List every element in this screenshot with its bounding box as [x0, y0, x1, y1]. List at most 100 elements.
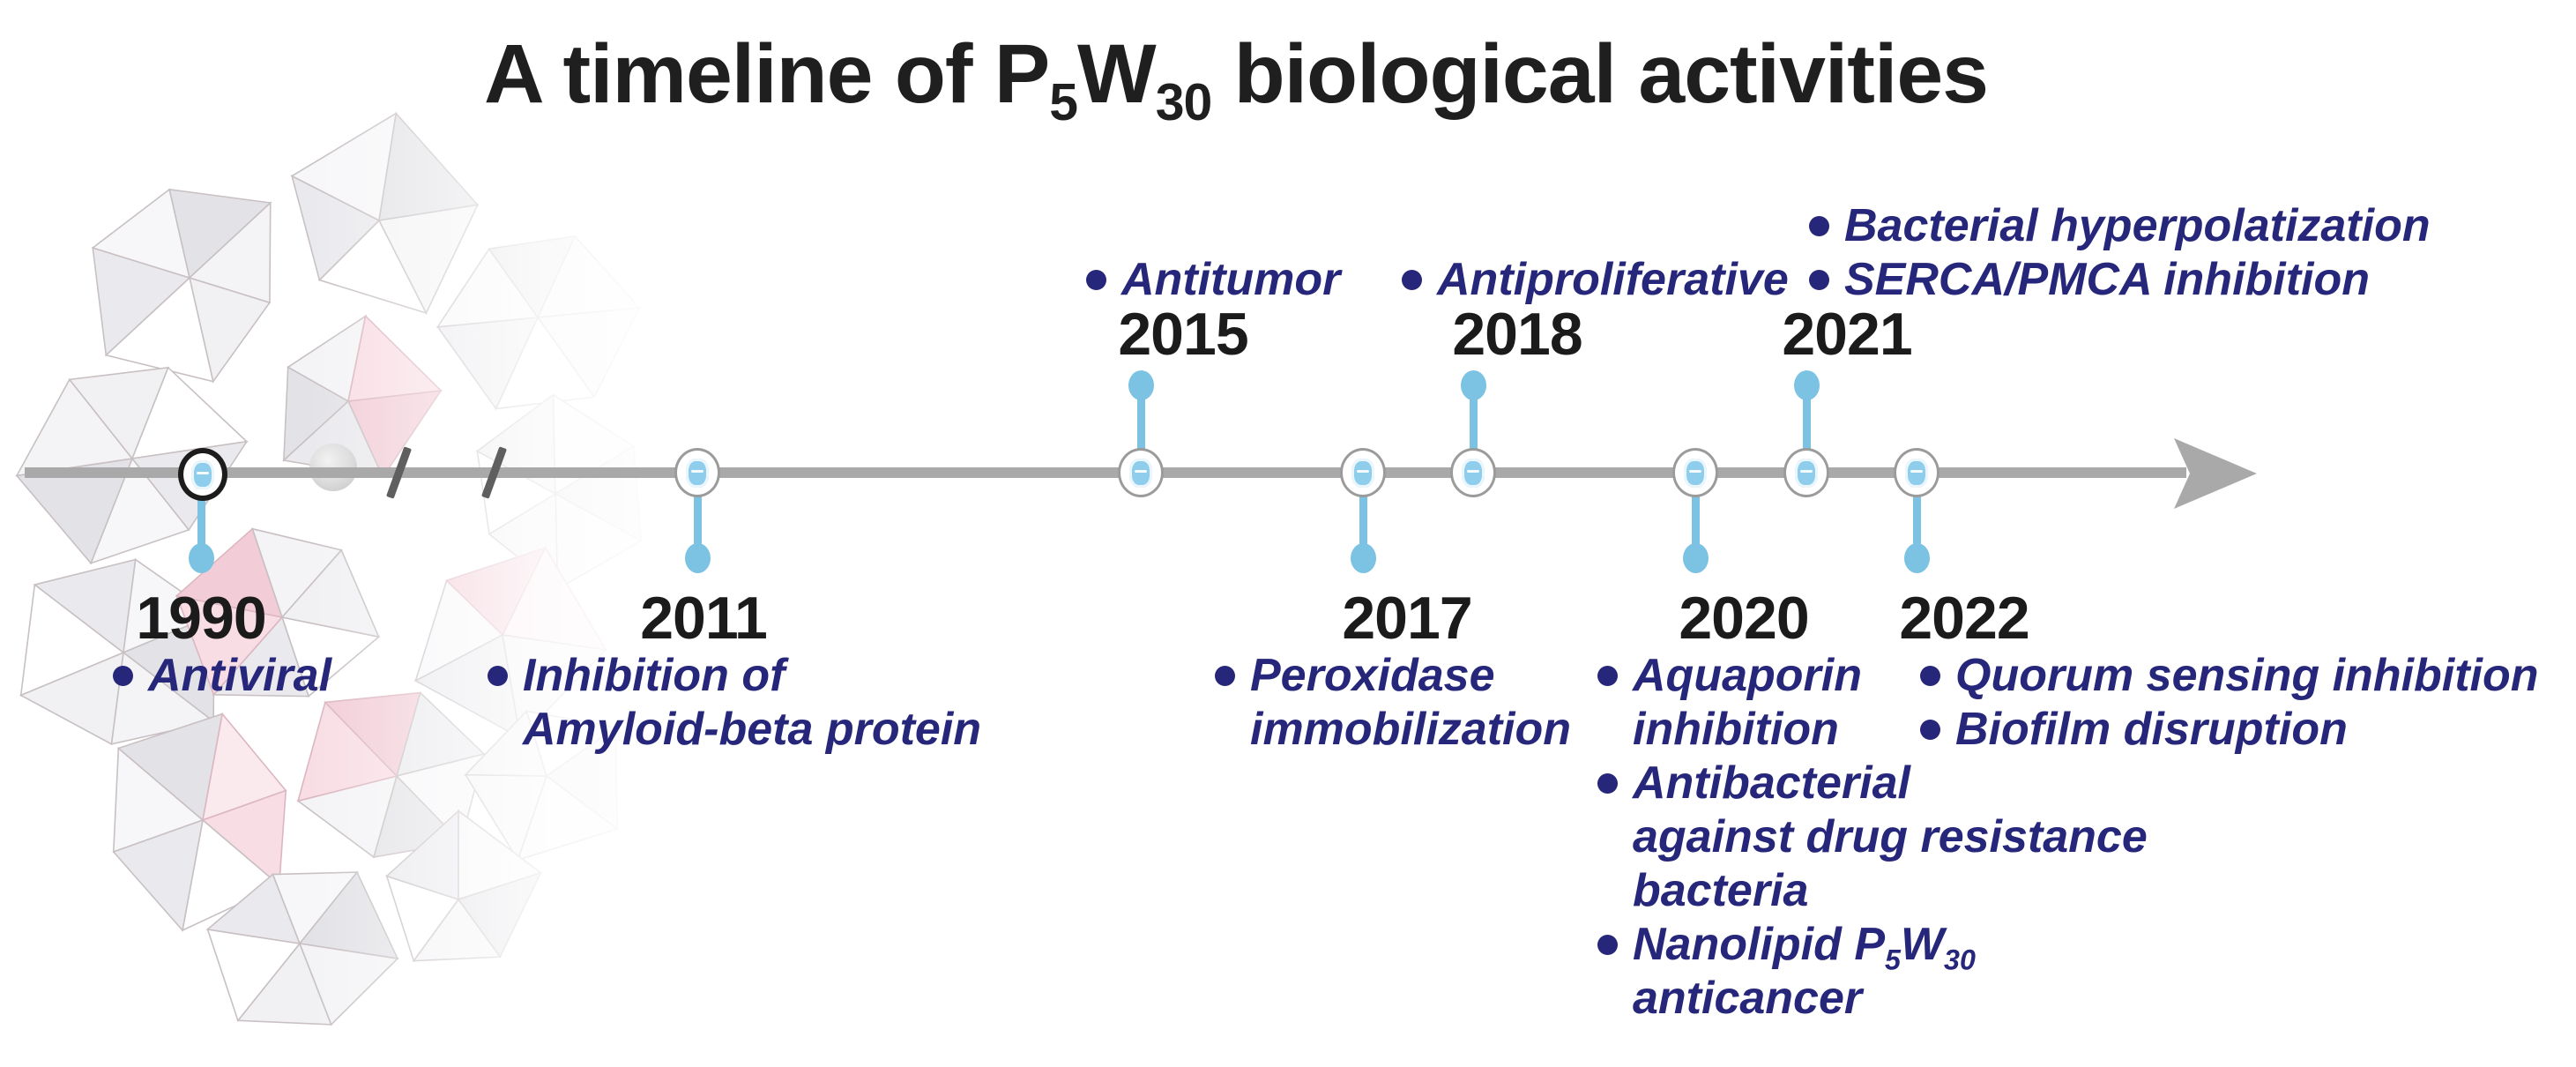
marker-glyph-icon: [1129, 458, 1152, 488]
bullet-dot-cell: [1215, 649, 1250, 703]
bullet-item: Aquaporin: [1597, 649, 2148, 703]
marker-glyph-icon: [191, 459, 214, 489]
subscript: 5: [1049, 74, 1078, 131]
bullet-dot-cell: [488, 649, 523, 703]
bullet-item-label: Aquaporin: [1633, 650, 1862, 701]
timeline-marker-1990: [178, 448, 227, 501]
bullet-dot-icon: [488, 666, 508, 686]
event-stem: [1359, 473, 1367, 558]
bullet-item-label: Inhibition of: [523, 650, 785, 701]
year-label-2021: 2021: [1782, 301, 1912, 368]
bullet-item-label: Nanolipid P5W30: [1633, 919, 1976, 976]
bullet-dot-icon: [1809, 216, 1829, 236]
year-label-2017: 2017: [1342, 585, 1472, 652]
bullet-item: Inhibition of: [488, 649, 981, 703]
bullet-item-label: Peroxidase: [1250, 650, 1495, 701]
marker-glyph-icon: [1462, 458, 1485, 488]
event-stem-dot: [684, 543, 711, 573]
year-label-2011: 2011: [640, 585, 768, 652]
bullet-item: Bacterial hyperpolatization: [1809, 199, 2431, 253]
year-label-2018: 2018: [1452, 301, 1582, 368]
event-stem-dot: [1793, 370, 1820, 400]
bullet-item-label: Antitumor: [1121, 254, 1341, 305]
bullet-dot-cell: [1597, 757, 1633, 810]
bullet-item: Antiviral: [113, 649, 331, 703]
event-stem: [1469, 385, 1478, 473]
bullet-indent-cell: [488, 703, 523, 757]
bullet-item: against drug resistance: [1597, 810, 2148, 864]
bullet-item-label: Antiproliferative: [1437, 254, 1789, 305]
bullet-dot-icon: [1402, 270, 1422, 290]
bullet-dot-icon: [1597, 935, 1618, 955]
bullet-indent-cell: [1597, 864, 1633, 918]
event-stem: [1802, 385, 1811, 473]
bullet-dot-icon: [1086, 270, 1106, 290]
event-annotations-2015: Antitumor: [1086, 253, 1340, 307]
event-annotations-2018: Antiproliferative: [1402, 253, 1789, 307]
event-stem: [693, 473, 702, 558]
bullet-item: Quorum sensing inhibition: [1920, 649, 2539, 703]
event-annotations-2017: Peroxidase immobilization: [1215, 649, 1571, 757]
bullet-dot-icon: [1597, 773, 1618, 794]
bullet-dot-icon: [1597, 666, 1618, 686]
bullet-item-label: immobilization: [1250, 704, 1571, 755]
event-stem-dot: [188, 543, 214, 573]
subscript: 5: [1885, 944, 1901, 976]
bullet-item: Nanolipid P5W30: [1597, 918, 2148, 976]
timeline-marker-2021: [1783, 448, 1829, 497]
event-stem: [1691, 473, 1700, 558]
bullet-item: Antitumor: [1086, 253, 1340, 307]
year-label-2022: 2022: [1899, 585, 2029, 652]
subscript: 30: [1155, 74, 1213, 131]
bullet-dot-icon: [1809, 270, 1829, 290]
bullet-item-label: against drug resistance: [1633, 811, 2148, 862]
subscript: 30: [1944, 944, 1976, 976]
bullet-dot-cell: [1920, 649, 1955, 703]
marker-glyph-icon: [1905, 458, 1928, 488]
event-annotations-2022: Quorum sensing inhibition Biofilm disrupt…: [1920, 649, 2539, 757]
marker-glyph-icon: [686, 458, 709, 488]
bullet-dot-cell: [1597, 918, 1633, 972]
marker-glyph-icon: [1351, 458, 1374, 488]
timeline-axis: [25, 467, 2186, 478]
marker-glyph-icon: [1684, 458, 1707, 488]
timeline-marker-2022: [1894, 448, 1939, 497]
event-stem-dot: [1460, 370, 1486, 400]
event-stem-dot: [1350, 543, 1376, 573]
molecule-graphic: [0, 0, 688, 1067]
bullet-item-label: bacteria: [1633, 865, 1809, 916]
event-stem-dot: [1682, 543, 1709, 573]
bullet-indent-cell: [1597, 703, 1633, 757]
bullet-indent-cell: [1597, 810, 1633, 864]
timeline-marker-2017: [1340, 448, 1386, 497]
bullet-item-label: Antiviral: [148, 650, 332, 701]
bullet-dot-icon: [1215, 666, 1235, 686]
marker-glyph-icon: [1795, 458, 1818, 488]
marker-glyph-dash: [1800, 469, 1813, 473]
bullet-dot-cell: [1809, 253, 1844, 307]
bullet-dot-cell: [113, 649, 148, 703]
bullet-item: immobilization: [1215, 703, 1571, 757]
bullet-item: Biofilm disruption: [1920, 703, 2539, 757]
timeline-marker-2015: [1118, 448, 1164, 497]
bullet-item: Antibacterial: [1597, 757, 2148, 810]
marker-glyph-dash: [1467, 469, 1479, 473]
figure-title: A timeline of P5W30 biological activitie…: [483, 27, 1989, 131]
bullet-dot-cell: [1402, 253, 1437, 307]
marker-glyph-dash: [1689, 469, 1701, 473]
marker-glyph-dash: [1357, 469, 1369, 473]
bullet-item: Peroxidase: [1215, 649, 1571, 703]
bullet-item-label: anticancer: [1633, 973, 1863, 1024]
marker-glyph-dash: [691, 469, 704, 473]
bullet-item-label: Quorum sensing inhibition: [1955, 650, 2539, 701]
event-annotations-2020: Aquaporin inhibition Antibacterial against …: [1597, 649, 2148, 1026]
bullet-indent-cell: [1215, 703, 1250, 757]
event-annotations-2021: Bacterial hyperpolatization SERCA/PMCA in…: [1809, 199, 2431, 307]
event-stem: [1136, 385, 1145, 473]
bullet-indent-cell: [1597, 972, 1633, 1026]
bullet-item-label: Biofilm disruption: [1955, 704, 2348, 755]
bullet-item: Amyloid-beta protein: [488, 703, 981, 757]
event-stem-dot: [1903, 543, 1930, 573]
bullet-item: inhibition: [1597, 703, 2148, 757]
